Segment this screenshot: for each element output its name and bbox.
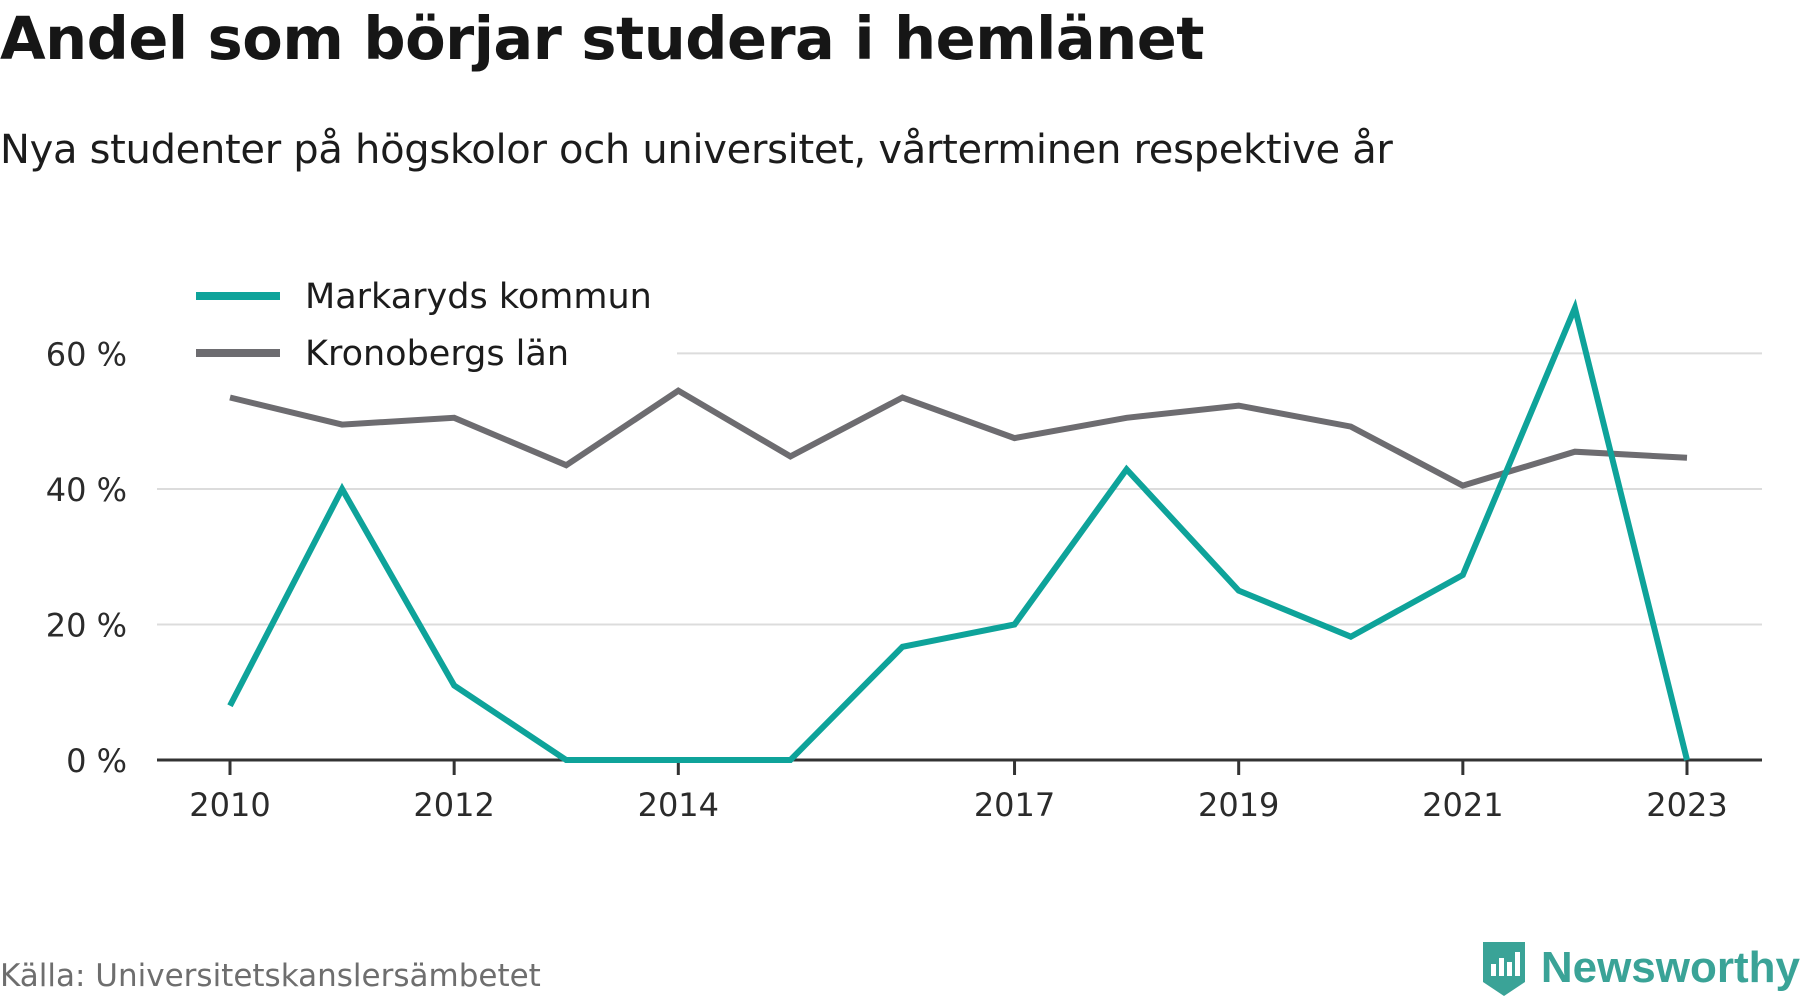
series-line-1 (227, 298, 1690, 763)
newsworthy-logo-icon (1482, 942, 1525, 996)
x-tick-label-2014: 2014 (638, 786, 719, 824)
y-tick-label-40: 40 % (46, 471, 127, 509)
x-tick-label-2010: 2010 (189, 786, 270, 824)
x-tick-label-2023: 2023 (1646, 786, 1727, 824)
y-tick-label-0: 0 % (66, 742, 127, 780)
source-note: Källa: Universitetskanslersämbetet (0, 958, 541, 994)
legend: Markaryds kommun Kronobergs län (157, 262, 677, 380)
x-tick-label-2019: 2019 (1198, 786, 1279, 824)
legend-background (157, 262, 677, 380)
legend-label-2: Kronobergs län (305, 334, 569, 374)
x-tick-label-2021: 2021 (1422, 786, 1503, 824)
chart-title: Andel som börjar studera i hemlänet (0, 4, 1204, 73)
brand-name: Newsworthy (1540, 943, 1800, 992)
x-axis-tick-labels: 2010 2012 2014 2017 2019 2021 2023 (189, 786, 1727, 824)
y-axis-tick-labels: 0 % 20 % 40 % 60 % (46, 335, 127, 780)
y-tick-label-20: 20 % (46, 606, 127, 644)
legend-label-1: Markaryds kommun (305, 277, 652, 317)
y-tick-label-60: 60 % (46, 335, 127, 373)
x-axis (157, 758, 1762, 775)
x-tick-label-2012: 2012 (413, 786, 494, 824)
series-line-2 (229, 387, 1688, 489)
brand-logo: Newsworthy (1479, 938, 1800, 998)
chart-subtitle: Nya studenter på högskolor och universit… (0, 127, 1393, 173)
x-tick-label-2017: 2017 (974, 786, 1055, 824)
series-lines (227, 298, 1690, 763)
